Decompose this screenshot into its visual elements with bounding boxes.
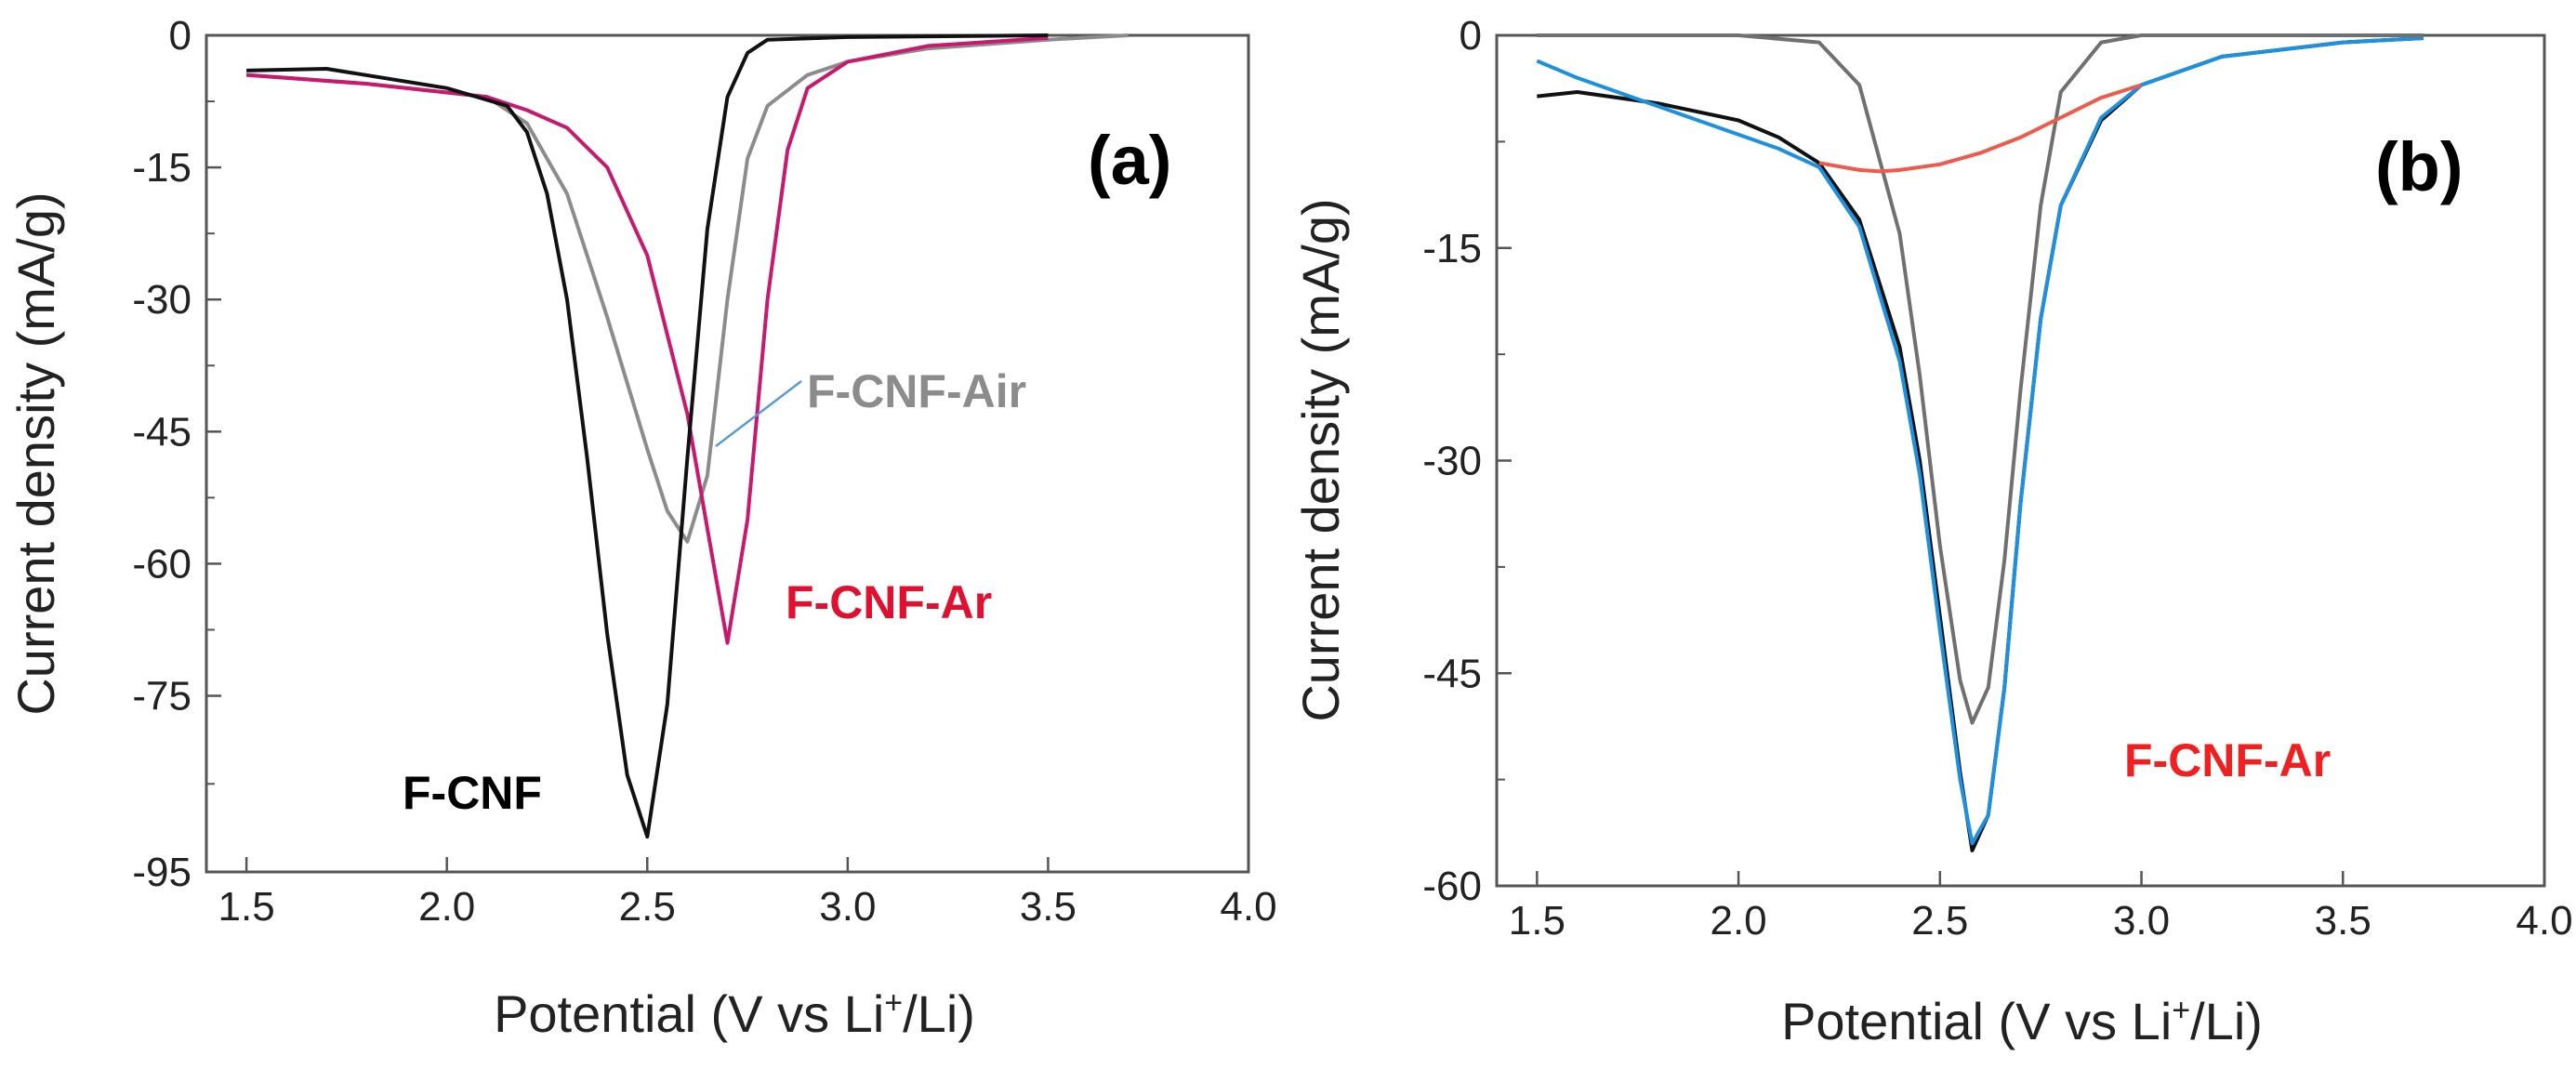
label-f-cnf-ar: F-CNF-Ar <box>2124 734 2331 786</box>
series-peak-2 <box>1818 83 2143 174</box>
y-tick-label: 0 <box>1460 13 1482 59</box>
y-tick-label: -30 <box>1422 439 1482 484</box>
series-layer <box>245 33 1129 839</box>
annotation-leader-line <box>715 380 802 447</box>
y-axis-label: Current density (mA/g) <box>1291 198 1350 721</box>
series-peak-1 <box>1537 33 2424 725</box>
x-tick-label: 3.5 <box>1020 884 1077 930</box>
label-f-cnf-ar: F-CNF-Ar <box>786 576 992 628</box>
x-tick-label: 3.5 <box>2315 898 2371 944</box>
y-tick-label: -95 <box>132 850 192 895</box>
x-tick-label: 1.5 <box>218 884 275 930</box>
panel-label: (b) <box>2375 128 2464 205</box>
y-tick-layer: 0 -15 -30 -45 -60 <box>1422 13 1512 909</box>
series-layer <box>1536 33 2424 852</box>
x-tick-label: 2.0 <box>1710 898 1766 944</box>
y-tick-label: -15 <box>132 145 192 191</box>
x-tick-label: 2.0 <box>418 884 475 930</box>
y-tick-label: -45 <box>132 409 192 455</box>
x-axis-label: Potential (V vs Li+/Li) <box>494 984 975 1043</box>
y-tick-label: -15 <box>1422 226 1482 271</box>
panel-label: (a) <box>1088 122 1171 199</box>
y-tick-label: -30 <box>132 277 192 323</box>
x-tick-label: 1.5 <box>1509 898 1565 944</box>
label-f-cnf-air: F-CNF-Air <box>807 365 1026 417</box>
x-tick-label: 3.0 <box>819 884 876 930</box>
series-f-cnf-ar <box>245 35 1049 645</box>
y-tick-label: 0 <box>169 13 192 59</box>
x-tick-label: 4.0 <box>1220 884 1276 930</box>
y-tick-label: -75 <box>132 674 192 719</box>
x-axis-label: Potential (V vs Li+/Li) <box>1781 992 2263 1050</box>
chart-panel-a: 1.5 2.0 2.5 3.0 3.5 4.0 0 -15 -30 -45 -60 -75 -95 P… <box>7 13 1277 1043</box>
y-tick-layer: 0 -15 -30 -45 -60 -75 -95 <box>132 13 221 895</box>
chart-panel-b: 1.5 2.0 2.5 3.0 3.5 4.0 0 -15 -30 -45 -60 Potenti… <box>1291 13 2573 1050</box>
x-tick-layer: 1.5 2.0 2.5 3.0 3.5 4.0 <box>1509 871 2573 944</box>
x-tick-label: 4.0 <box>2516 898 2572 944</box>
series-f-cnf <box>246 33 1049 839</box>
x-tick-layer: 1.5 2.0 2.5 3.0 3.5 4.0 <box>218 857 1277 930</box>
x-tick-label: 2.5 <box>1911 898 1968 944</box>
series-fit-total <box>1536 36 2424 846</box>
y-axis-label: Current density (mA/g) <box>7 191 65 715</box>
series-measured <box>1537 36 2424 852</box>
x-tick-label: 3.0 <box>2113 898 2170 944</box>
plot-frame <box>205 33 1250 874</box>
x-tick-label: 2.5 <box>619 884 676 930</box>
label-f-cnf: F-CNF <box>403 767 542 819</box>
y-tick-label: -60 <box>132 541 192 587</box>
y-tick-label: -60 <box>1422 864 1482 909</box>
y-tick-label: -45 <box>1422 651 1482 696</box>
